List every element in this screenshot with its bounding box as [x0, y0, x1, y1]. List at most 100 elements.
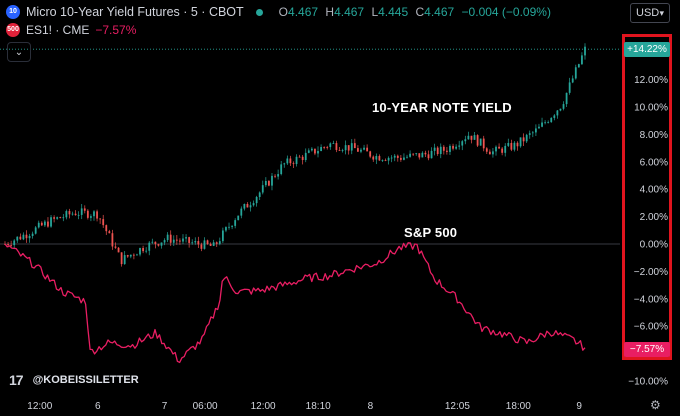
candle-body [136, 254, 138, 256]
candle-body [378, 156, 381, 161]
candle-body [320, 147, 322, 152]
collapse-legend-button[interactable]: ⌄ [7, 42, 31, 62]
candle-body [522, 137, 525, 142]
symbol-title[interactable]: Micro 10-Year Yield Futures · 5 · CBOT [26, 5, 244, 19]
candle-body [71, 213, 74, 215]
compare-symbol-badge: 500 [6, 23, 20, 37]
candle-body [163, 240, 166, 243]
candle-body [492, 151, 494, 155]
candle-body [99, 218, 102, 220]
candle-body [577, 64, 580, 68]
candle-body [179, 240, 181, 242]
candle-body [231, 225, 233, 227]
candle-body [353, 143, 356, 149]
candle-body [501, 148, 504, 153]
candle-body [286, 158, 289, 164]
x-tick-label: 06:00 [193, 401, 218, 412]
candle-body [114, 246, 117, 248]
sp500-last-label: −7.57% [624, 342, 670, 357]
candle-body [571, 78, 574, 83]
candle-body [403, 157, 405, 160]
candle-body [277, 174, 280, 177]
candle-body [86, 210, 89, 218]
candle-body [142, 248, 144, 252]
candle-body [525, 134, 528, 142]
candle-body [464, 139, 467, 142]
candle-body [307, 150, 310, 153]
candle-body [387, 157, 390, 161]
y-tick-label: 6.00% [640, 157, 668, 168]
candle-body [485, 148, 488, 152]
candle-body [295, 156, 298, 164]
candle-body [504, 145, 507, 153]
candle-body [154, 241, 157, 245]
gear-icon[interactable]: ⚙ [650, 398, 661, 412]
candle-body [439, 146, 442, 154]
candle-body [225, 227, 227, 231]
brand: 17 @KOBEISSILETTER [9, 372, 139, 388]
candle-body [206, 240, 209, 244]
ohlc-close: 4.467 [424, 5, 455, 19]
candle-body [442, 146, 445, 151]
candle-body [344, 145, 347, 151]
candle-body [120, 252, 123, 265]
candle-body [409, 153, 411, 157]
candle-body [384, 160, 387, 161]
candle-body [298, 156, 301, 158]
ohlc-low-key: L [371, 5, 379, 19]
candle-body [90, 216, 92, 218]
candle-body [96, 211, 98, 219]
sp500-series-line [4, 242, 586, 364]
y-tick-label: −2.00% [634, 267, 668, 278]
candle-body [363, 147, 365, 150]
candle-body [421, 152, 424, 158]
candle-body [495, 146, 497, 152]
candle-body [559, 108, 562, 111]
candle-body [243, 203, 246, 209]
market-status-icon[interactable] [255, 8, 263, 16]
candle-body [310, 148, 313, 151]
candle-body [314, 148, 316, 154]
candle-body [255, 196, 258, 204]
y-tick-label: 10.00% [634, 103, 668, 114]
candle-body [418, 153, 421, 158]
candle-body [194, 241, 197, 243]
candle-body [292, 163, 295, 165]
candle-body [528, 133, 531, 135]
candle-body [237, 215, 240, 221]
x-tick-label: 12:05 [445, 401, 470, 412]
x-tick-label: 6 [95, 401, 101, 412]
candle-body [553, 115, 556, 118]
y-tick-label: 2.00% [640, 212, 668, 223]
brand-handle: @KOBEISSILETTER [32, 374, 139, 386]
candle-body [132, 254, 135, 256]
chevron-down-icon: ⌄ [14, 46, 24, 58]
candle-body [31, 233, 34, 236]
x-tick-label: 12:00 [251, 401, 276, 412]
ohlc-high-key: H [325, 5, 335, 19]
candle-body [338, 149, 341, 151]
compare-symbol-row[interactable]: 500 ES1! · CME −7.57% [6, 21, 555, 39]
candle-body [19, 236, 22, 240]
candle-body [234, 220, 237, 226]
candle-body [151, 241, 154, 243]
candle-body [102, 219, 105, 226]
candle-body [209, 243, 212, 246]
candle-body [53, 217, 56, 219]
candle-body [482, 138, 485, 149]
candle-body [541, 122, 543, 127]
candle-body [393, 155, 396, 158]
candle-body [568, 82, 571, 93]
main-symbol-row[interactable]: 10 Micro 10-Year Yield Futures · 5 · CBO… [6, 3, 555, 21]
candle-body [436, 147, 439, 154]
candle-body [360, 149, 362, 152]
currency-selector[interactable]: USD ▾ [630, 3, 670, 23]
candle-body [372, 156, 375, 160]
ten-year-last-label: +14.22% [624, 42, 670, 57]
candle-body [335, 143, 338, 150]
candle-body [25, 234, 28, 239]
candle-body [399, 157, 402, 160]
compare-symbol-name[interactable]: ES1! · CME [26, 23, 90, 37]
candle-body [246, 203, 249, 208]
candle-body [381, 160, 384, 161]
